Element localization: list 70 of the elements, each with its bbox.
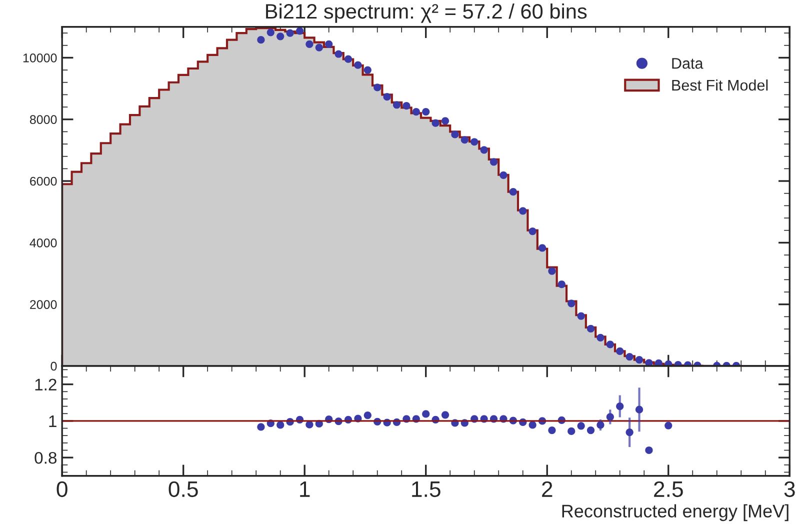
x-tick-label: 1 — [300, 482, 310, 497]
point — [528, 421, 536, 429]
point — [548, 267, 556, 275]
point — [257, 423, 265, 431]
x-tick-label: 0.5 — [168, 481, 198, 498]
point — [315, 44, 323, 52]
point — [528, 227, 536, 236]
point — [334, 50, 342, 58]
y-tick-label: 1 — [49, 416, 56, 427]
point — [519, 207, 527, 215]
legend-label: Best Fit Model — [672, 79, 768, 91]
y-tick-label: 6000 — [30, 176, 57, 186]
point — [568, 300, 576, 308]
point — [266, 28, 274, 36]
point — [480, 146, 488, 154]
point — [596, 334, 604, 342]
y-tick-label: 10000 — [23, 54, 57, 62]
point — [422, 108, 430, 116]
point — [616, 347, 624, 356]
point — [364, 411, 372, 420]
point — [306, 40, 314, 48]
point — [568, 427, 576, 435]
point — [276, 421, 284, 429]
point — [276, 32, 284, 40]
point — [412, 108, 420, 116]
point — [441, 117, 450, 125]
point — [500, 171, 508, 179]
point — [548, 426, 556, 434]
point — [296, 27, 304, 35]
point — [654, 359, 662, 366]
point — [577, 312, 585, 320]
x-tick-label: 3 — [784, 481, 795, 498]
point — [460, 136, 468, 144]
point — [422, 410, 430, 418]
point — [402, 102, 410, 110]
point — [558, 280, 566, 288]
y-tick-label: 8000 — [30, 115, 57, 124]
y-tick-label: 0 — [50, 362, 57, 371]
x-tick-label: 2 — [542, 481, 552, 497]
point — [374, 84, 382, 92]
point — [586, 324, 595, 332]
y-tick-label: 0.8 — [34, 452, 57, 464]
point — [441, 411, 450, 419]
y-tick-label: 4000 — [30, 238, 57, 248]
x-tick-label: 2.5 — [654, 481, 683, 498]
x-tick-label: 1.5 — [412, 482, 440, 498]
point — [344, 55, 352, 63]
point — [509, 188, 517, 196]
point — [626, 352, 634, 361]
point — [645, 446, 653, 454]
point — [490, 158, 498, 166]
y-tick-label: 2000 — [30, 300, 57, 309]
chart-title: Bi212 spectrum: χ² = 57.2 / 60 bins — [266, 3, 587, 23]
point — [432, 119, 440, 127]
point — [392, 101, 401, 109]
point — [635, 356, 644, 364]
point — [383, 93, 391, 101]
legend-label: Data — [672, 58, 704, 69]
point — [364, 66, 372, 74]
point — [538, 244, 546, 252]
point — [606, 340, 614, 348]
point — [286, 29, 294, 37]
point — [451, 130, 459, 138]
point — [325, 40, 333, 48]
point — [354, 61, 362, 69]
point — [470, 138, 478, 146]
point — [664, 422, 672, 430]
x-axis-title: Reconstructed energy [MeV] — [562, 504, 788, 522]
y-tick-label: 1.2 — [35, 378, 56, 390]
point — [257, 36, 265, 44]
